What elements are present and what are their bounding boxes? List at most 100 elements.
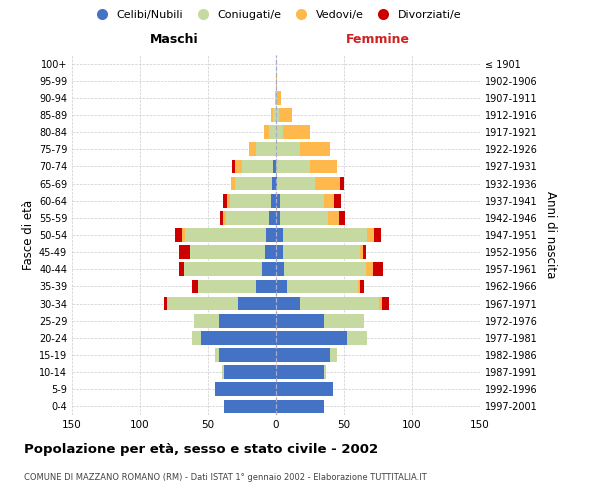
Bar <box>277 176 316 190</box>
Bar <box>276 400 323 413</box>
Bar <box>271 108 273 122</box>
Bar <box>242 160 273 173</box>
Bar <box>221 366 224 379</box>
Bar <box>374 228 381 242</box>
Bar <box>182 228 185 242</box>
Bar <box>276 296 301 310</box>
Bar <box>276 314 323 328</box>
Bar <box>275 91 276 104</box>
Bar <box>276 108 279 122</box>
Bar <box>276 228 283 242</box>
Bar <box>184 262 262 276</box>
Bar <box>273 160 276 173</box>
Bar <box>363 246 366 259</box>
Bar <box>256 280 276 293</box>
Bar <box>265 246 276 259</box>
Bar <box>276 126 283 139</box>
Bar <box>323 366 326 379</box>
Bar <box>223 211 226 224</box>
Bar <box>230 194 271 207</box>
Bar <box>232 160 235 173</box>
Bar <box>175 228 182 242</box>
Bar <box>266 228 276 242</box>
Bar <box>323 314 364 328</box>
Bar <box>191 280 199 293</box>
Bar <box>279 108 292 122</box>
Bar <box>272 176 276 190</box>
Bar <box>215 382 276 396</box>
Bar <box>223 194 227 207</box>
Bar <box>276 348 331 362</box>
Bar <box>283 126 310 139</box>
Bar <box>179 246 190 259</box>
Bar <box>185 228 266 242</box>
Bar <box>190 246 265 259</box>
Bar <box>179 262 184 276</box>
Bar <box>280 194 323 207</box>
Text: COMUNE DI MAZZANO ROMANO (RM) - Dati ISTAT 1° gennaio 2002 - Elaborazione TUTTIT: COMUNE DI MAZZANO ROMANO (RM) - Dati IST… <box>24 472 427 482</box>
Bar <box>220 211 223 224</box>
Bar <box>361 280 364 293</box>
Text: Femmine: Femmine <box>346 32 410 46</box>
Bar <box>269 211 276 224</box>
Bar <box>340 176 344 190</box>
Bar <box>367 228 374 242</box>
Bar <box>262 262 276 276</box>
Bar <box>273 108 276 122</box>
Bar <box>238 296 276 310</box>
Bar <box>276 280 287 293</box>
Bar <box>224 366 276 379</box>
Bar <box>269 126 276 139</box>
Legend: Celibi/Nubili, Coniugati/e, Vedovi/e, Divorziati/e: Celibi/Nubili, Coniugati/e, Vedovi/e, Di… <box>86 6 466 25</box>
Y-axis label: Fasce di età: Fasce di età <box>22 200 35 270</box>
Bar <box>366 262 373 276</box>
Bar <box>276 382 333 396</box>
Bar <box>301 296 379 310</box>
Bar <box>338 211 346 224</box>
Bar <box>284 262 366 276</box>
Bar <box>331 348 337 362</box>
Bar <box>316 176 340 190</box>
Bar <box>361 246 363 259</box>
Bar <box>219 314 276 328</box>
Bar <box>226 211 269 224</box>
Bar <box>287 280 358 293</box>
Bar <box>310 160 337 173</box>
Bar <box>283 228 367 242</box>
Bar <box>276 91 277 104</box>
Bar <box>271 194 276 207</box>
Bar <box>301 142 331 156</box>
Bar <box>235 176 272 190</box>
Bar <box>373 262 383 276</box>
Bar <box>191 331 201 344</box>
Bar <box>164 296 167 310</box>
Bar <box>276 160 310 173</box>
Bar <box>277 91 281 104</box>
Bar <box>215 348 219 362</box>
Bar <box>334 194 341 207</box>
Bar <box>231 176 235 190</box>
Bar <box>276 142 301 156</box>
Bar <box>256 142 276 156</box>
Bar <box>276 246 283 259</box>
Bar <box>379 296 382 310</box>
Bar <box>276 74 277 88</box>
Bar <box>194 314 219 328</box>
Bar <box>249 142 256 156</box>
Bar <box>283 246 361 259</box>
Bar <box>224 400 276 413</box>
Bar <box>280 211 328 224</box>
Bar <box>276 211 280 224</box>
Bar <box>167 296 238 310</box>
Bar <box>347 331 367 344</box>
Bar <box>276 176 277 190</box>
Bar <box>219 348 276 362</box>
Text: Maschi: Maschi <box>149 32 199 46</box>
Bar <box>227 194 230 207</box>
Bar <box>328 211 338 224</box>
Bar <box>276 366 323 379</box>
Bar <box>276 262 284 276</box>
Bar <box>235 160 242 173</box>
Bar <box>264 126 269 139</box>
Bar <box>201 331 276 344</box>
